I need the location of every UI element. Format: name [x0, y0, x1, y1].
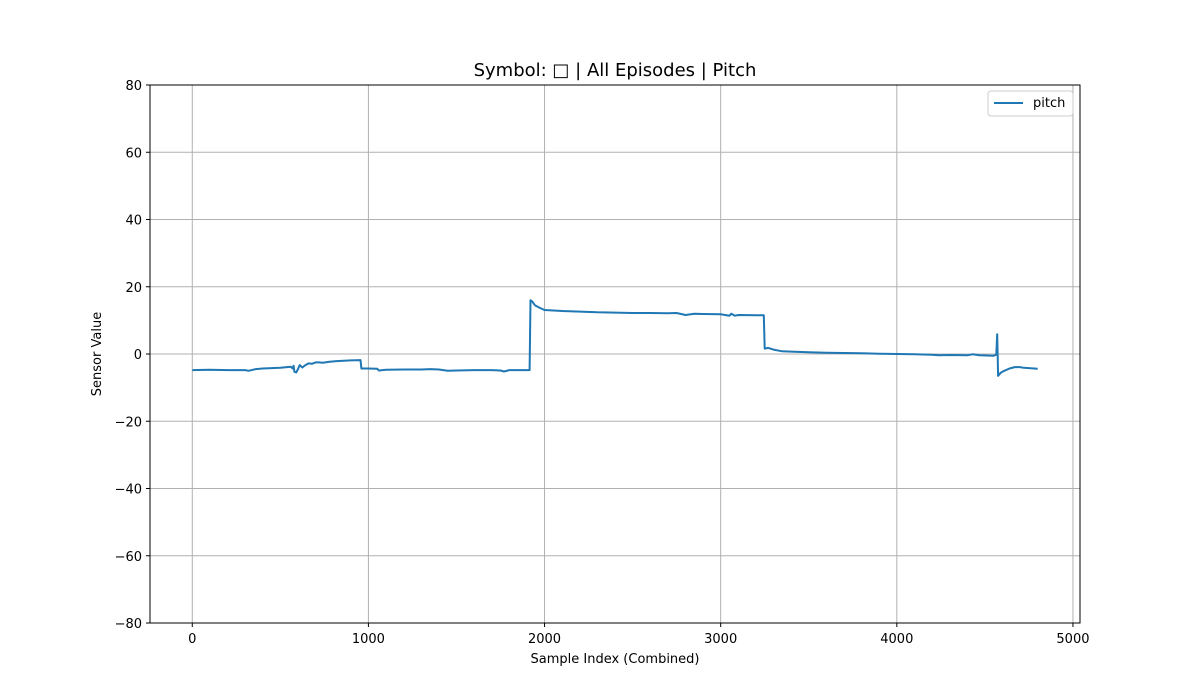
y-tick-label: 20: [125, 281, 142, 296]
axis-ticks: 0 1000 2000 3000 4000 5000 −80 −60 −40 −20 0 20 40 60…: [115, 79, 1090, 647]
x-tick-label: 3000: [704, 632, 737, 647]
series-line-pitch: [192, 299, 1038, 377]
y-tick-label: 60: [125, 146, 142, 161]
x-tick-label: 5000: [1056, 632, 1089, 647]
y-tick-label: −60: [115, 550, 142, 565]
y-tick-label: 40: [125, 214, 142, 229]
series-layer: [192, 299, 1038, 377]
legend-box: [987, 90, 1074, 117]
x-tick-label: 1000: [352, 632, 385, 647]
legend-label-pitch: pitch: [1033, 96, 1065, 111]
chart-title: Symbol: □ | All Episodes | Pitch: [474, 60, 757, 81]
legend: pitch: [987, 90, 1074, 117]
x-axis-label: Sample Index (Combined): [531, 652, 700, 667]
y-tick-label: −20: [115, 415, 142, 430]
y-tick-label: 80: [125, 79, 142, 94]
y-tick-label: 0: [134, 348, 142, 363]
y-tick-label: −40: [115, 483, 142, 498]
x-tick-label: 4000: [880, 632, 913, 647]
x-tick-label: 2000: [528, 632, 561, 647]
y-axis-label: Sensor Value: [90, 312, 105, 396]
y-tick-label: −80: [115, 617, 142, 632]
x-tick-label: 0: [188, 632, 196, 647]
